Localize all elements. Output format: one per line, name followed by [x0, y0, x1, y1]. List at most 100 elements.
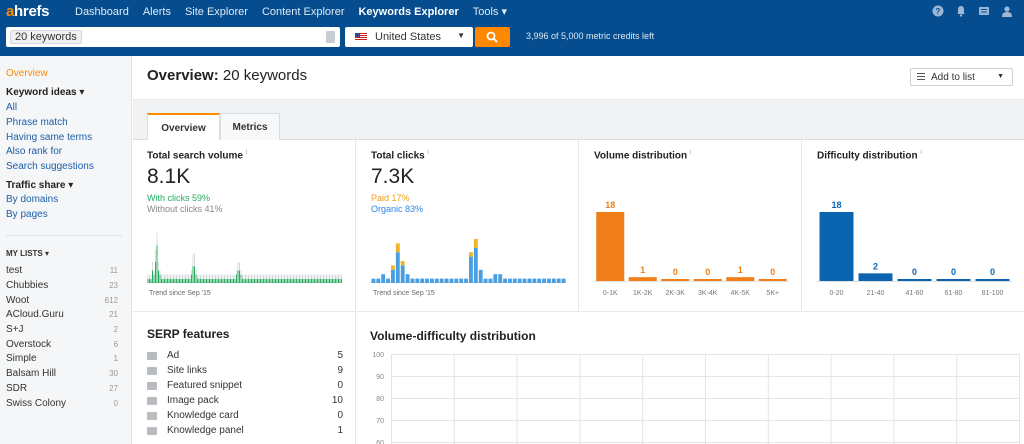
- trend-bar: [188, 278, 189, 283]
- trend-bar: [251, 278, 252, 283]
- trend-bar: [255, 278, 257, 283]
- nav-link-keywords-explorer[interactable]: Keywords Explorer: [358, 5, 459, 18]
- keywords-input[interactable]: 20 keywords: [6, 27, 340, 47]
- trend-bar: [333, 274, 335, 279]
- list-item[interactable]: Overstock 6: [6, 339, 118, 350]
- sidebar-item-phrase-match[interactable]: Phrase match: [6, 117, 68, 128]
- list-item[interactable]: Swiss Colony 0: [6, 398, 118, 409]
- dist-bar[interactable]: [661, 279, 690, 281]
- trend-bar: [273, 274, 275, 279]
- list-item[interactable]: ACloud.Guru 21: [6, 309, 118, 320]
- message-icon[interactable]: [977, 4, 991, 18]
- sidebar-item-by-domains[interactable]: By domains: [6, 194, 59, 205]
- difficulty-distribution-chart: 18 0-20 2 21-40 0 41-60 0 61-80 0 81-100: [817, 200, 1012, 297]
- dist-bar[interactable]: [819, 212, 854, 281]
- trend-bar: [204, 274, 206, 279]
- country-select[interactable]: United States ▼: [345, 27, 473, 47]
- nav-link-tools[interactable]: Tools ▾: [472, 6, 508, 18]
- dist-bar[interactable]: [758, 279, 787, 281]
- with-clicks-stat: With clicks 59%: [147, 193, 211, 203]
- dist-bar[interactable]: [628, 277, 657, 281]
- serp-row-knowledge-panel[interactable]: Knowledge panel 1: [147, 425, 343, 440]
- add-to-list-button[interactable]: Add to list ▼: [910, 68, 1013, 86]
- trend-bar: [186, 274, 188, 279]
- dist-bar[interactable]: [693, 279, 722, 281]
- dist-bar[interactable]: [858, 273, 893, 281]
- tab-metrics[interactable]: Metrics: [220, 113, 280, 140]
- trend-bar: [207, 274, 209, 279]
- search-button[interactable]: [475, 27, 510, 47]
- trend-bar: [212, 274, 213, 279]
- trend-bar: [320, 278, 321, 283]
- dist-value-label: 1: [738, 265, 743, 275]
- trend-bar: [317, 278, 318, 283]
- trend-bar: [227, 274, 228, 279]
- dist-value-label: 0: [990, 267, 995, 277]
- trend-bar: [469, 252, 473, 257]
- bell-icon[interactable]: [954, 4, 968, 18]
- trend-bar: [173, 274, 174, 279]
- sidebar-item-by-pages[interactable]: By pages: [6, 209, 48, 220]
- trend-bar: [276, 278, 278, 283]
- list-item[interactable]: test 11: [6, 265, 118, 276]
- sidebar-item-overview[interactable]: Overview: [6, 68, 48, 79]
- dist-tick-label: 61-80: [945, 290, 963, 297]
- tab-overview[interactable]: Overview: [147, 113, 220, 141]
- nav-link-dashboard[interactable]: Dashboard: [75, 5, 129, 18]
- sidebar-item-having-same-terms[interactable]: Having same terms: [6, 132, 93, 143]
- nav-link-alerts[interactable]: Alerts: [142, 5, 171, 18]
- dist-bar[interactable]: [936, 279, 971, 281]
- sidebar-head-traffic-share[interactable]: Traffic share ▾: [6, 180, 74, 191]
- trend-bar: [493, 274, 498, 283]
- ad-icon: [147, 352, 157, 360]
- list-item[interactable]: Chubbies 23: [6, 280, 118, 291]
- list-item[interactable]: Woot 612: [6, 295, 118, 306]
- sidebar-head-keyword-ideas[interactable]: Keyword ideas ▾: [6, 87, 85, 98]
- list-item[interactable]: SDR 27: [6, 383, 118, 394]
- help-icon[interactable]: ?: [931, 4, 945, 18]
- serp-row-site-links[interactable]: Site links 9: [147, 365, 343, 380]
- sidebar-item-also-rank-for[interactable]: Also rank for: [6, 146, 63, 157]
- trend-bar: [246, 274, 248, 279]
- trend-bar: [251, 274, 252, 279]
- trend-bar: [264, 278, 266, 283]
- sidebar-item-all[interactable]: All: [6, 102, 18, 113]
- trend-bar: [230, 274, 231, 279]
- my-lists-heading[interactable]: MY LISTS ▾: [6, 249, 49, 258]
- trend-bar: [312, 274, 314, 279]
- top-nav: ahrefs Dashboard Alerts Site Explorer Co…: [0, 0, 1024, 23]
- trend-bar: [210, 278, 212, 283]
- trend-bar: [391, 269, 395, 283]
- serp-row-featured-snippet[interactable]: Featured snippet 0: [147, 380, 343, 395]
- dist-bar[interactable]: [975, 279, 1010, 281]
- trend-bar: [324, 278, 326, 283]
- user-icon[interactable]: [1000, 4, 1014, 18]
- ahrefs-logo[interactable]: ahrefs: [6, 3, 50, 20]
- trend-bar: [420, 278, 425, 283]
- serp-row-image-pack[interactable]: Image pack 10: [147, 395, 343, 410]
- country-label: United States: [375, 31, 442, 43]
- trend-bar: [315, 278, 317, 283]
- dist-bar[interactable]: [596, 212, 625, 281]
- trend-bar: [405, 274, 410, 283]
- trend-bar: [215, 278, 216, 283]
- serp-row-ad[interactable]: Ad 5: [147, 350, 343, 365]
- volume-distribution-chart: 18 0-1K 1 1K-2K 0 2K-3K 0 3K-4K 1 4K-5K 0 5K+: [594, 200, 789, 297]
- trend-bar: [249, 278, 251, 283]
- nav-link-site-explorer[interactable]: Site Explorer: [184, 5, 248, 18]
- search-volume-value: 8.1K: [147, 165, 191, 188]
- trend-bar: [261, 274, 263, 279]
- nav-link-content-explorer[interactable]: Content Explorer: [261, 5, 345, 18]
- list-item[interactable]: S+J 2: [6, 324, 118, 335]
- list-item[interactable]: Simple 1: [6, 353, 118, 364]
- clipboard-icon[interactable]: [326, 31, 335, 43]
- serp-row-knowledge-card[interactable]: Knowledge card 0: [147, 410, 343, 425]
- trend-bar: [415, 278, 420, 283]
- y-tick-label: 80: [376, 396, 384, 403]
- paid-stat: Paid 17%: [371, 193, 410, 203]
- keyword-tag[interactable]: 20 keywords: [10, 30, 82, 44]
- sidebar-item-search-suggestions[interactable]: Search suggestions: [6, 161, 94, 172]
- dist-bar[interactable]: [726, 277, 755, 281]
- dist-bar[interactable]: [897, 279, 932, 281]
- list-item[interactable]: Balsam Hill 30: [6, 368, 118, 379]
